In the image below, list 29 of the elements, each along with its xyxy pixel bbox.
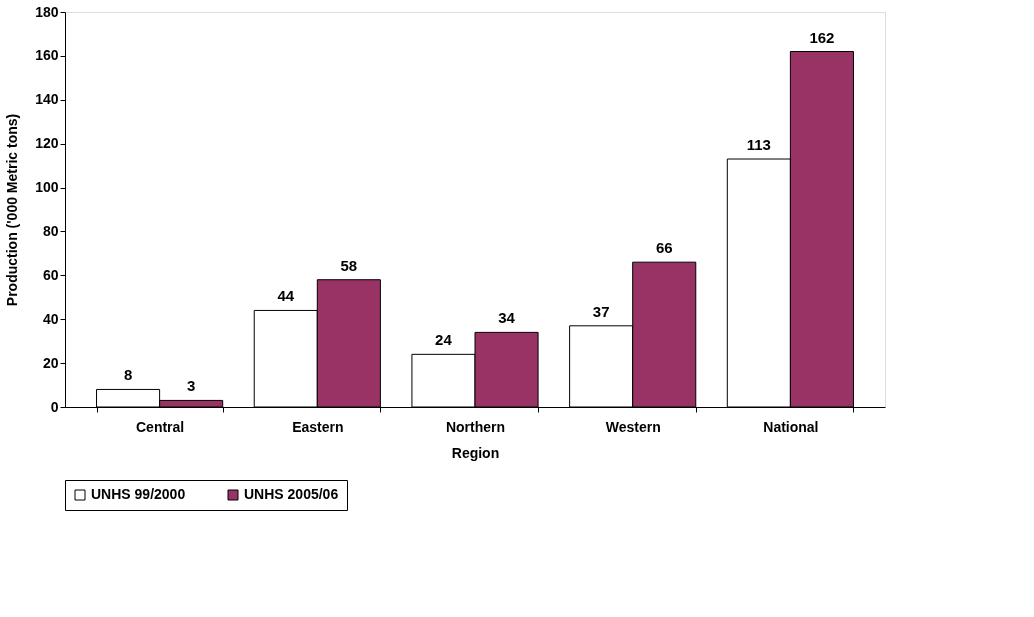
- x-tick-label: Eastern: [292, 418, 344, 435]
- y-tick-label: 100: [35, 179, 59, 196]
- y-tick-label: 60: [42, 266, 59, 283]
- x-tick-label: Western: [605, 418, 661, 435]
- data-label: 44: [277, 287, 295, 305]
- data-label: 66: [655, 239, 673, 257]
- data-label: 58: [340, 256, 358, 274]
- y-tick-label: 180: [35, 3, 59, 20]
- x-tick-label: Northern: [445, 418, 506, 435]
- data-label: 24: [435, 331, 453, 349]
- data-label: 37: [592, 302, 610, 320]
- y-tick-label: 80: [42, 222, 59, 239]
- y-tick-label: 140: [35, 91, 59, 108]
- data-label: 162: [809, 28, 835, 46]
- legend-label: UNHS 2005/06: [244, 486, 339, 502]
- data-label: 34: [498, 309, 516, 327]
- x-tick-label: National: [763, 418, 819, 435]
- legend-label: UNHS 99/2000: [91, 486, 186, 502]
- y-tick-label: 40: [42, 310, 59, 327]
- y-tick-label: 120: [35, 135, 59, 152]
- x-tick-label: Central: [136, 418, 185, 435]
- y-tick-label: 20: [42, 354, 59, 371]
- y-tick-label: 160: [35, 47, 59, 64]
- y-axis-title: Production ('000 Metric tons): [4, 113, 21, 307]
- x-axis-title: Region: [451, 444, 500, 461]
- data-label: 8: [123, 366, 133, 384]
- y-tick-label: 0: [50, 398, 59, 415]
- data-label: 3: [186, 377, 196, 395]
- data-label: 113: [746, 136, 771, 154]
